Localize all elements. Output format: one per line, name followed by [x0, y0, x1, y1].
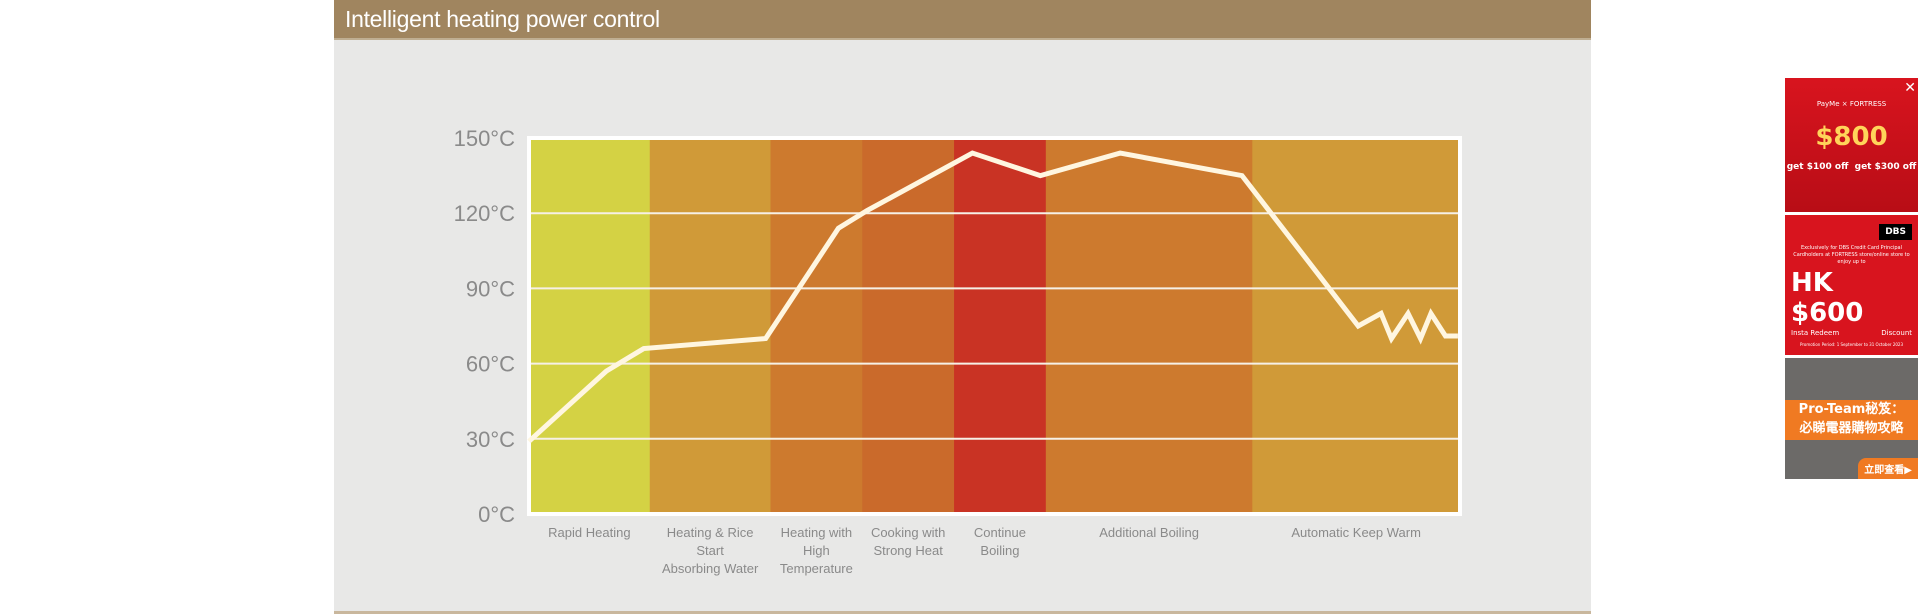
ad-offers: get $100 off get $300 off — [1785, 162, 1918, 172]
temperature-line — [527, 150, 1458, 444]
ad-period: Promotion Period: 1 September to 31 Octo… — [1799, 342, 1904, 347]
ad-cta-button[interactable]: 立即查看▶ — [1858, 458, 1918, 479]
ad-amount: $800 — [1815, 122, 1888, 152]
stage-label: Additional Boiling — [1099, 525, 1199, 540]
ad-suffix: Discount — [1881, 329, 1912, 337]
stage-label: Strong Heat — [873, 543, 943, 558]
heating-chart: Rapid Heating Heating & Rice Start Absorbin… — [454, 126, 1462, 576]
stage-label: Rapid Heating — [548, 525, 630, 540]
close-icon[interactable]: ✕ — [1904, 80, 1916, 96]
stage-band — [862, 138, 955, 514]
y-tick-label: 60°C — [466, 352, 515, 377]
ad-banner-proteam[interactable]: Pro-Team秘笈： 必睇電器購物攻略 立即查看▶ — [1785, 358, 1918, 479]
y-tick-label: 0°C — [478, 502, 515, 527]
ad-headline-line: Pro-Team秘笈： — [1798, 402, 1905, 417]
ad-badge-row: Insta Redeem Discount — [1791, 329, 1912, 338]
stage-label: Temperature — [780, 561, 853, 576]
y-tick-label: 90°C — [466, 276, 515, 301]
ad-banner-dbs[interactable]: DBS Exclusively for DBS Credit Card Prin… — [1785, 215, 1918, 355]
stage-label: Automatic Keep Warm — [1291, 525, 1421, 540]
stage-label: Heating & Rice — [667, 525, 754, 540]
stage-label: Continue — [974, 525, 1026, 540]
ad-banner-payme[interactable]: PayMe × FORTRESS $800 get $100 off get $… — [1785, 78, 1918, 212]
stage-band — [954, 138, 1047, 514]
ad-offer: get $100 off — [1786, 162, 1849, 172]
stage-label: Start — [696, 543, 724, 558]
stage-band — [529, 138, 651, 514]
y-tick-label: 150°C — [454, 126, 516, 151]
stage-label: Boiling — [980, 543, 1019, 558]
ad-brands: PayMe × FORTRESS — [1816, 100, 1887, 108]
ad-amount: HK $600 — [1791, 268, 1864, 328]
plot-border — [527, 136, 1462, 516]
ad-text: Exclusively for DBS Credit Card Principa… — [1793, 245, 1910, 265]
y-tick-label: 30°C — [466, 427, 515, 452]
stage-label: Cooking with — [871, 525, 945, 540]
ad-offer: get $300 off — [1854, 162, 1917, 172]
section-header: Intelligent heating power control — [334, 0, 1591, 40]
advertisement[interactable]: PayMe × FORTRESS $800 get $100 off get $… — [1785, 78, 1918, 479]
y-tick-label: 120°C — [454, 201, 516, 226]
stage-band — [770, 138, 863, 514]
ad-headline: Pro-Team秘笈： 必睇電器購物攻略 — [1785, 400, 1918, 440]
stage-band — [649, 138, 772, 514]
stage-label: Absorbing Water — [662, 561, 759, 576]
stage-label: High — [803, 543, 830, 558]
stage-band — [1045, 138, 1253, 514]
ad-headline-line: 必睇電器購物攻略 — [1799, 421, 1904, 436]
stage-label: Heating with — [781, 525, 853, 540]
section-title: Intelligent heating power control — [345, 6, 660, 32]
dbs-logo: DBS — [1879, 224, 1912, 240]
ad-badge: Insta Redeem — [1791, 329, 1840, 337]
heating-chart-panel: Intelligent heating power control Rapid … — [334, 0, 1591, 614]
